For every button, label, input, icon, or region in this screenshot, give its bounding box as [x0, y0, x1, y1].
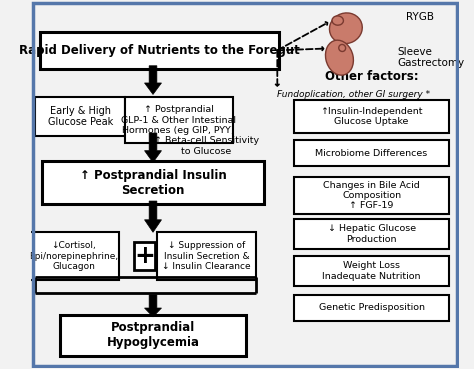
FancyBboxPatch shape — [134, 242, 155, 270]
Text: ↑ Beta-cell Sensitivity
to Glucose: ↑ Beta-cell Sensitivity to Glucose — [154, 136, 259, 156]
FancyBboxPatch shape — [40, 32, 279, 69]
FancyBboxPatch shape — [125, 97, 233, 143]
FancyBboxPatch shape — [294, 140, 449, 166]
FancyBboxPatch shape — [294, 219, 449, 249]
Ellipse shape — [339, 44, 346, 52]
Text: Fundoplication, other GI surgery *: Fundoplication, other GI surgery * — [277, 90, 430, 99]
Text: Postprandial
Hypoglycemia: Postprandial Hypoglycemia — [107, 321, 200, 349]
FancyBboxPatch shape — [28, 232, 119, 280]
Text: +: + — [134, 244, 155, 268]
Polygon shape — [145, 201, 162, 232]
Text: ↓ Suppression of
Insulin Secretion &
↓ Insulin Clearance: ↓ Suppression of Insulin Secretion & ↓ I… — [162, 241, 251, 271]
Text: ↓ Hepatic Glucose
Production: ↓ Hepatic Glucose Production — [328, 224, 416, 244]
FancyBboxPatch shape — [294, 100, 449, 133]
FancyBboxPatch shape — [35, 97, 125, 136]
FancyBboxPatch shape — [60, 315, 246, 356]
FancyBboxPatch shape — [294, 294, 449, 321]
Polygon shape — [145, 66, 162, 94]
FancyBboxPatch shape — [43, 161, 264, 204]
Text: ↑Insulin-Independent
Glucose Uptake: ↑Insulin-Independent Glucose Uptake — [320, 107, 423, 126]
Polygon shape — [145, 133, 162, 162]
Polygon shape — [145, 295, 162, 317]
Text: Changes in Bile Acid
Composition
↑ FGF-19: Changes in Bile Acid Composition ↑ FGF-1… — [323, 181, 420, 210]
Ellipse shape — [329, 13, 362, 44]
Text: ↑ Postprandial Insulin
Secretion: ↑ Postprandial Insulin Secretion — [80, 169, 227, 197]
Text: Microbiome Differences: Microbiome Differences — [316, 149, 428, 158]
Text: ↑ Postprandial
GLP-1 & Other Intestinal
Hormones (eg GIP, PYY): ↑ Postprandial GLP-1 & Other Intestinal … — [121, 105, 236, 135]
Ellipse shape — [326, 40, 354, 75]
FancyBboxPatch shape — [294, 256, 449, 286]
Text: Genetic Predisposition: Genetic Predisposition — [319, 303, 425, 312]
Text: Sleeve
Gastrectomy: Sleeve Gastrectomy — [397, 47, 465, 69]
Text: ↓Cortisol,
Epi/norepinephrine,
Glucagon: ↓Cortisol, Epi/norepinephrine, Glucagon — [29, 241, 118, 271]
Text: RYGB: RYGB — [406, 12, 434, 22]
Text: Other factors:: Other factors: — [325, 69, 419, 83]
Text: Weight Loss
Inadequate Nutrition: Weight Loss Inadequate Nutrition — [322, 261, 421, 280]
Text: Early & High
Glucose Peak: Early & High Glucose Peak — [47, 106, 113, 127]
Ellipse shape — [332, 16, 344, 25]
FancyBboxPatch shape — [157, 232, 256, 280]
Text: Rapid Delivery of Nutrients to the Foregut: Rapid Delivery of Nutrients to the Foreg… — [19, 44, 300, 57]
FancyBboxPatch shape — [294, 177, 449, 214]
